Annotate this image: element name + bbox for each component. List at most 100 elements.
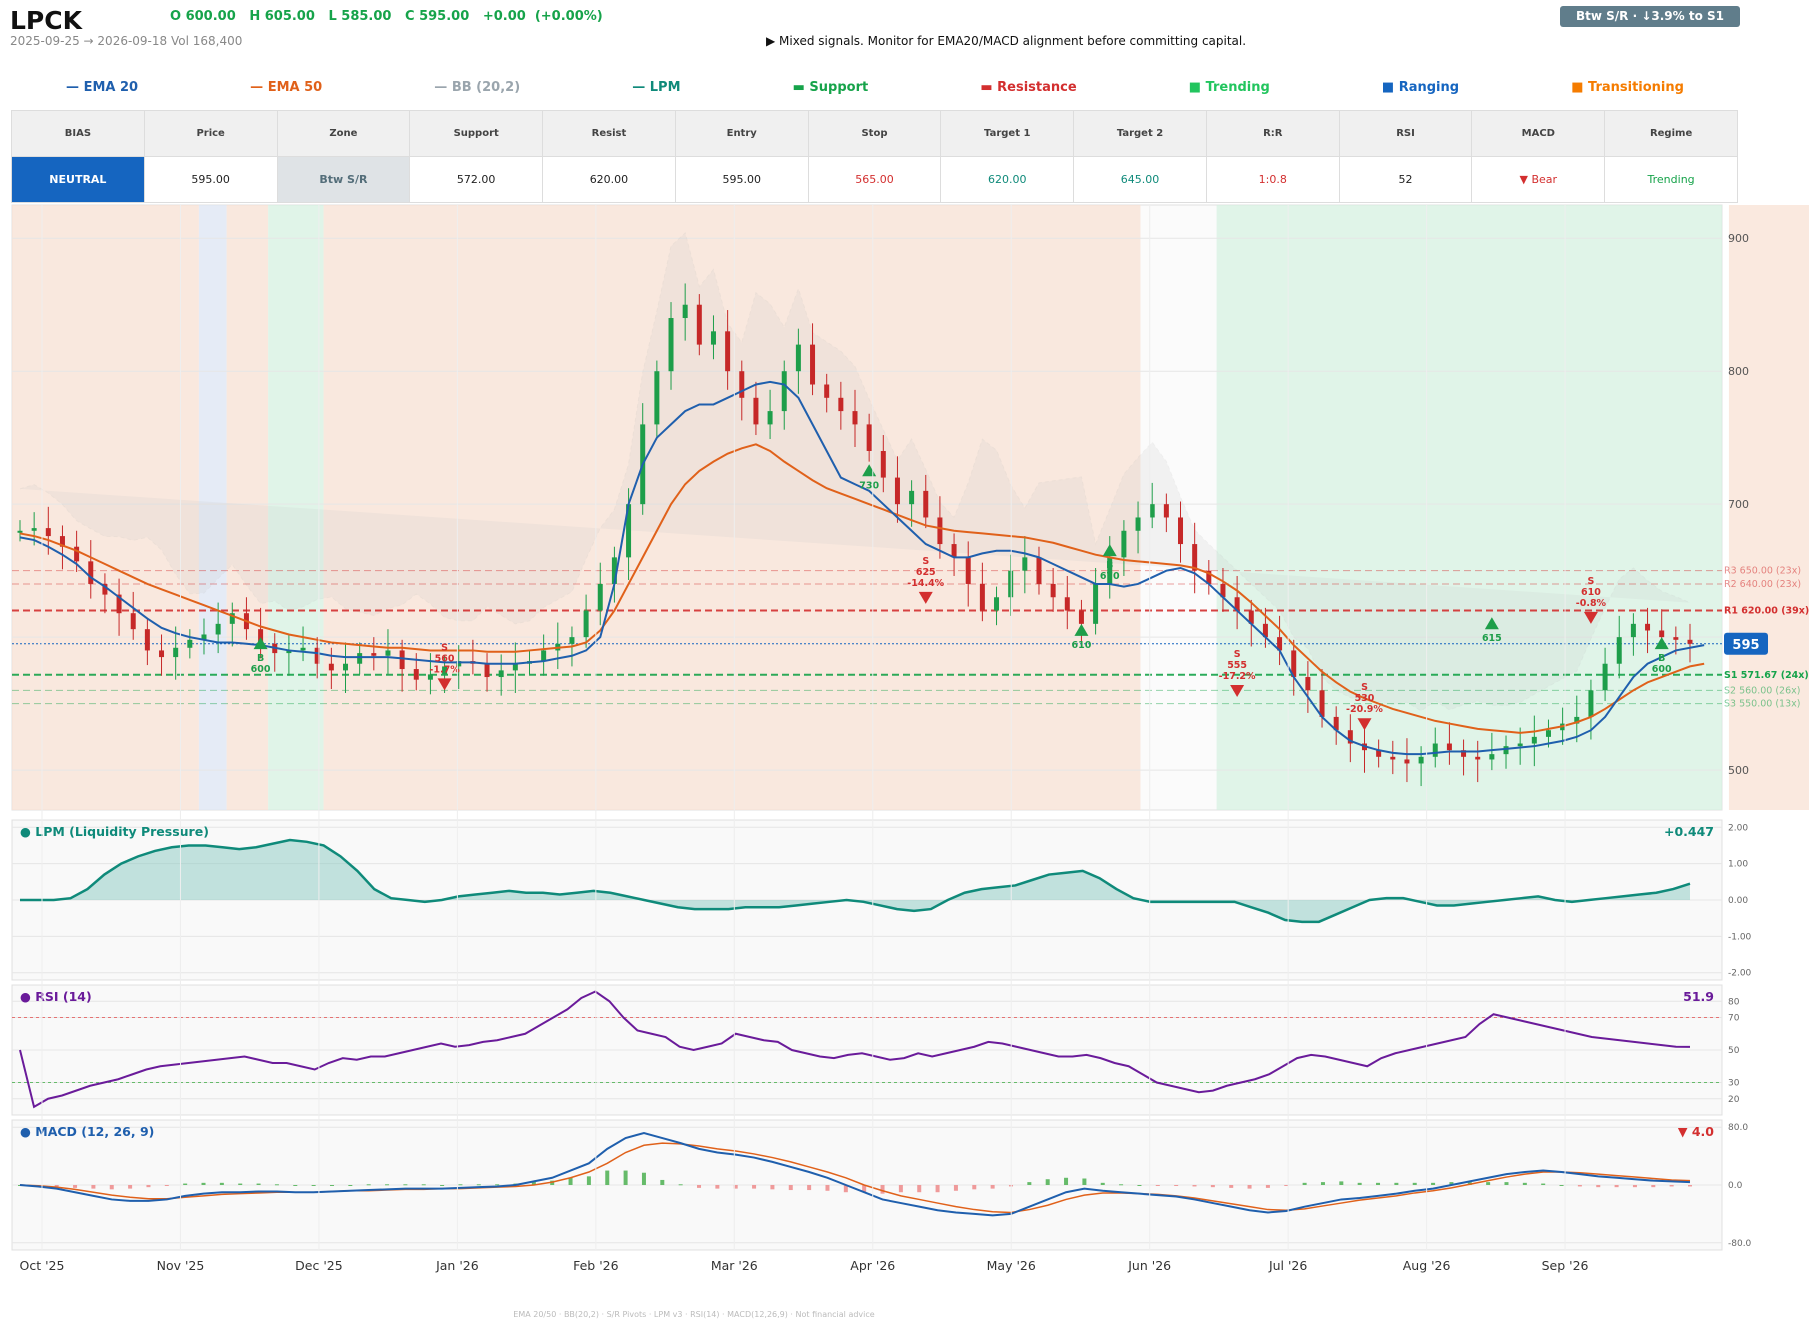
chart-area: 500 600 700 800 900 R3 650.00 (23x) R2 640.00 …: [11, 204, 1809, 1273]
lpm-panel: 2.00 1.00 0.00 -1.00 -2.00 ● LPM (Liquidity P…: [11, 819, 1752, 981]
macd-histogram-bar: [1376, 1182, 1381, 1185]
candle-body: [484, 663, 490, 678]
macd-histogram-bar: [238, 1183, 243, 1185]
candle-body: [1234, 597, 1240, 611]
macd-histogram-bar: [164, 1185, 169, 1186]
x-tick-label: Oct '25: [20, 1258, 65, 1273]
lpm-line: [20, 838, 1691, 924]
macd-histogram-bar: [586, 1176, 591, 1185]
candle-body: [159, 650, 165, 658]
candle-body: [1489, 754, 1495, 760]
candle-body: [880, 450, 886, 478]
macd-histogram-bar: [1541, 1183, 1546, 1185]
macd-histogram-bar: [1651, 1185, 1656, 1188]
candle-body: [229, 613, 235, 624]
macd-panel: 80.0 0.0 -80.0 ● MACD (12, 26, 9) ▼ 4.0: [11, 1119, 1752, 1251]
stats-value-row: NEUTRAL 595.00 Btw S/R 572.00 620.00 595.00 56…: [11, 156, 1738, 203]
ema50-line: [19, 443, 1705, 734]
candle-body: [994, 597, 1000, 611]
candle-body: [696, 304, 702, 345]
rsi-panel: 80 70 50 30 20 ● RSI (14) 51.9: [11, 984, 1740, 1116]
macd-histogram-bar: [568, 1177, 573, 1185]
stats-header-entry: Entry: [674, 110, 809, 157]
macd-histogram-bar: [1431, 1182, 1436, 1185]
candle-body: [442, 666, 448, 675]
macd-histogram-bar: [1082, 1178, 1087, 1185]
legend-label: EMA 50: [267, 80, 323, 95]
candle-body: [17, 530, 23, 533]
candle-body: [371, 653, 377, 656]
x-tick-label: Apr '26: [850, 1258, 895, 1273]
candle-body: [102, 583, 108, 595]
signal-label: -0.8%: [1576, 598, 1607, 609]
macd-line: [19, 1131, 1691, 1217]
candle-body: [357, 653, 363, 664]
candle-body: [258, 629, 264, 644]
macd-histogram-bar: [1632, 1185, 1637, 1188]
stats-header-target-2: Target 2: [1073, 110, 1207, 157]
macd-histogram-bar: [752, 1185, 757, 1189]
macd-histogram-bar: [128, 1185, 133, 1189]
candle-body: [894, 477, 900, 505]
macd-panel-tick-label: -80.0: [1728, 1239, 1752, 1249]
macd-histogram-bar: [1669, 1185, 1674, 1187]
legend-item-support: ▬ Support: [793, 80, 869, 100]
ticker-symbol: LPCK: [10, 6, 82, 35]
candle-body: [1602, 663, 1608, 691]
candle-body: [569, 637, 575, 644]
macd-panel-title: ● MACD (12, 26, 9): [20, 1124, 154, 1139]
macd-histogram-bar: [697, 1185, 702, 1188]
macd-histogram-bar: [1064, 1177, 1069, 1185]
candle-body: [1135, 517, 1141, 531]
rsi-panel-tick-label: 30: [1728, 1079, 1740, 1089]
sell-signal-icon: [1357, 718, 1372, 731]
lpm-panel-title: ● LPM (Liquidity Pressure): [20, 824, 209, 839]
macd-histogram-bar: [1522, 1182, 1527, 1185]
macd-histogram-bar: [1486, 1182, 1491, 1185]
candle-body: [1078, 610, 1084, 624]
signal-summary: ▶ Mixed signals. Monitor for EMA20/MACD …: [766, 34, 1247, 48]
pivot-label: S1 571.67 (24x): [1724, 670, 1809, 681]
stats-value-rsi: 52: [1338, 156, 1473, 203]
macd-histogram-bar: [1247, 1185, 1252, 1189]
candle-body: [201, 634, 207, 640]
macd-histogram-bar: [440, 1185, 445, 1186]
candle-body: [1333, 716, 1339, 731]
candle-body: [739, 371, 745, 398]
macd-histogram-bar: [531, 1181, 536, 1185]
candle-body: [1574, 716, 1580, 724]
x-tick-label: Jun '26: [1127, 1258, 1171, 1273]
macd-histogram-bar: [623, 1170, 628, 1185]
stats-value-entry: 595.00: [674, 156, 809, 203]
chart-legend: — EMA 20— EMA 50— BB (20,2) — LPM ▬ Suppor…: [10, 80, 1740, 100]
pivot-label: R3 650.00 (23x): [1724, 566, 1801, 577]
signal-label: 600: [1652, 664, 1672, 675]
candle-body: [286, 650, 292, 654]
legend-item-lpm: — LPM: [632, 80, 680, 100]
signal-label: S: [1234, 649, 1241, 660]
candle-body: [668, 318, 674, 372]
regime-band: [268, 205, 324, 810]
macd-histogram-bar: [1284, 1185, 1289, 1186]
signal-label: B: [1106, 560, 1113, 571]
sell-signal-icon: [1230, 684, 1245, 697]
signal-label: 615: [1482, 633, 1502, 644]
stats-value-macd: ▼ Bear: [1471, 156, 1606, 203]
candle-body: [512, 663, 518, 671]
macd-histogram-bar: [1559, 1185, 1564, 1186]
candle-body: [1645, 623, 1651, 631]
candle-body: [1022, 557, 1028, 571]
candle-body: [1687, 639, 1693, 644]
legend-marker-icon: —: [66, 80, 84, 95]
buy-signal-icon: [253, 637, 268, 650]
macd-histogram-bar: [1412, 1182, 1417, 1185]
legend-marker-icon: ■: [1571, 80, 1588, 95]
candle-body: [1220, 583, 1226, 598]
candle-body: [1475, 756, 1481, 760]
legend-label: Resistance: [997, 80, 1077, 95]
candle-body: [215, 623, 221, 635]
macd-histogram-bar: [660, 1179, 665, 1185]
macd-histogram-bar: [293, 1185, 298, 1186]
candle-body: [838, 397, 844, 412]
signal-label: 560: [435, 653, 455, 664]
